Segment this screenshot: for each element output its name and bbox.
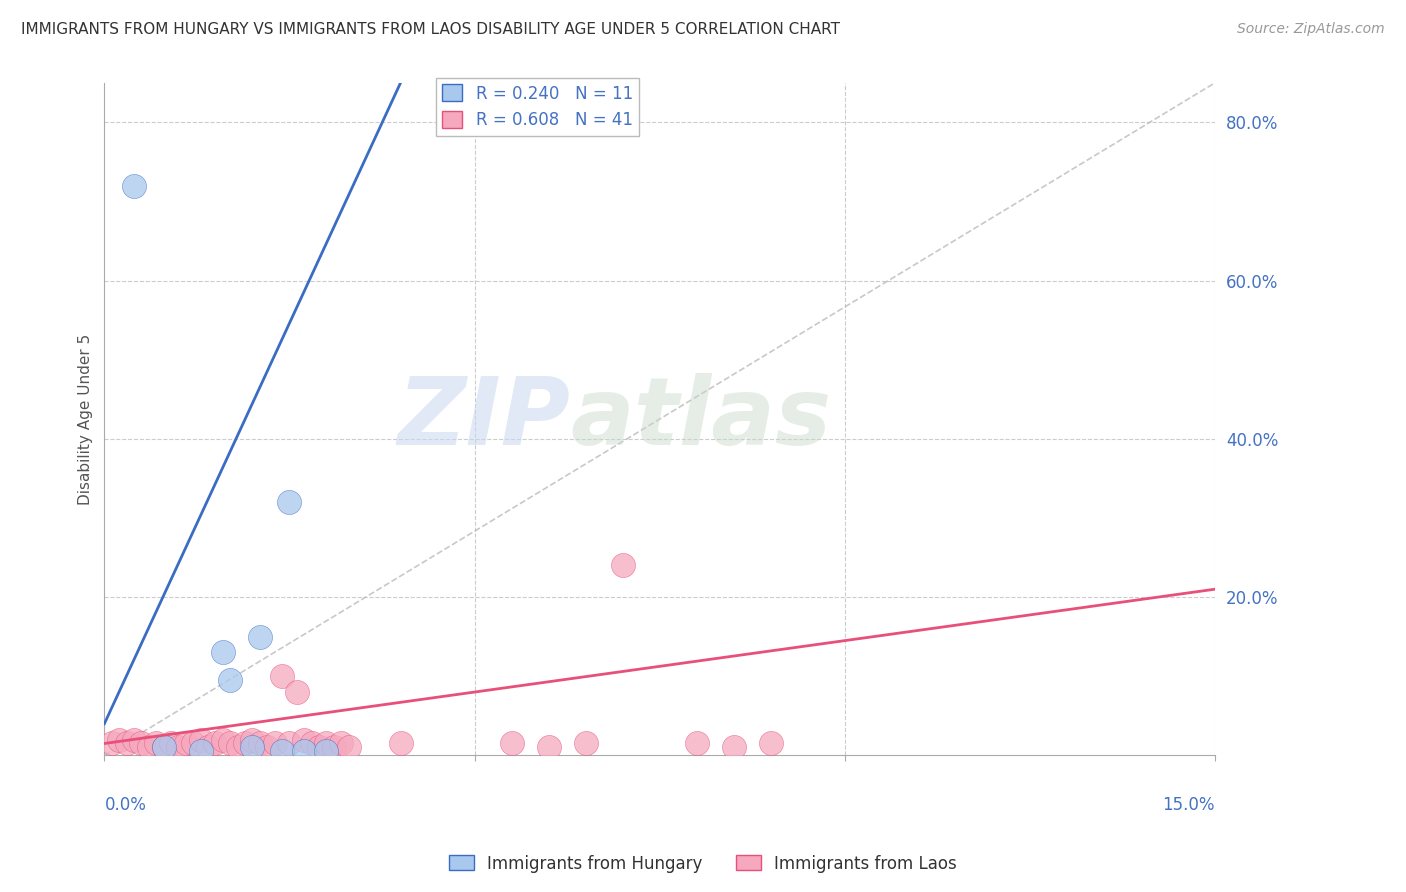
Point bbox=[211, 732, 233, 747]
Point bbox=[160, 736, 183, 750]
Point bbox=[204, 736, 226, 750]
Point bbox=[122, 178, 145, 193]
Point bbox=[226, 740, 249, 755]
Point bbox=[108, 732, 131, 747]
Point bbox=[190, 744, 212, 758]
Point bbox=[575, 736, 598, 750]
Point bbox=[249, 736, 271, 750]
Point bbox=[301, 736, 323, 750]
Point bbox=[174, 736, 197, 750]
Point bbox=[278, 736, 301, 750]
Point bbox=[138, 740, 160, 755]
Text: atlas: atlas bbox=[571, 373, 832, 465]
Point bbox=[219, 736, 242, 750]
Point bbox=[197, 740, 219, 755]
Point bbox=[271, 744, 294, 758]
Point bbox=[292, 732, 315, 747]
Point bbox=[285, 685, 308, 699]
Point bbox=[249, 630, 271, 644]
Point bbox=[256, 740, 278, 755]
Point bbox=[330, 736, 353, 750]
Point bbox=[537, 740, 560, 755]
Point bbox=[145, 736, 167, 750]
Point bbox=[389, 736, 412, 750]
Point bbox=[723, 740, 745, 755]
Point bbox=[685, 736, 707, 750]
Text: 0.0%: 0.0% bbox=[104, 796, 146, 814]
Point bbox=[167, 740, 190, 755]
Point bbox=[101, 736, 124, 750]
Point bbox=[115, 736, 138, 750]
Point bbox=[271, 669, 294, 683]
Legend: R = 0.240   N = 11, R = 0.608   N = 41: R = 0.240 N = 11, R = 0.608 N = 41 bbox=[436, 78, 640, 136]
Point bbox=[131, 736, 153, 750]
Point bbox=[337, 740, 360, 755]
Point bbox=[759, 736, 782, 750]
Point bbox=[242, 740, 264, 755]
Point bbox=[181, 736, 204, 750]
Point bbox=[315, 744, 337, 758]
Text: IMMIGRANTS FROM HUNGARY VS IMMIGRANTS FROM LAOS DISABILITY AGE UNDER 5 CORRELATI: IMMIGRANTS FROM HUNGARY VS IMMIGRANTS FR… bbox=[21, 22, 841, 37]
Point bbox=[315, 736, 337, 750]
Point bbox=[211, 645, 233, 659]
Text: Source: ZipAtlas.com: Source: ZipAtlas.com bbox=[1237, 22, 1385, 37]
Point bbox=[612, 558, 634, 573]
Point bbox=[278, 495, 301, 509]
Point bbox=[263, 736, 285, 750]
Point bbox=[190, 732, 212, 747]
Point bbox=[233, 736, 256, 750]
Legend: Immigrants from Hungary, Immigrants from Laos: Immigrants from Hungary, Immigrants from… bbox=[443, 848, 963, 880]
Text: ZIP: ZIP bbox=[398, 373, 571, 465]
Point bbox=[292, 744, 315, 758]
Point bbox=[242, 732, 264, 747]
Point bbox=[501, 736, 523, 750]
Point bbox=[308, 740, 330, 755]
Point bbox=[322, 740, 344, 755]
Point bbox=[122, 732, 145, 747]
Point bbox=[152, 740, 174, 755]
Point bbox=[219, 673, 242, 688]
Point bbox=[152, 740, 174, 755]
Y-axis label: Disability Age Under 5: Disability Age Under 5 bbox=[79, 334, 93, 505]
Text: 15.0%: 15.0% bbox=[1163, 796, 1215, 814]
